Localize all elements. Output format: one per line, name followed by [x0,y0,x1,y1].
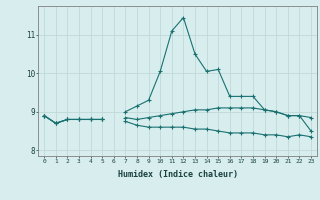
X-axis label: Humidex (Indice chaleur): Humidex (Indice chaleur) [118,170,238,179]
